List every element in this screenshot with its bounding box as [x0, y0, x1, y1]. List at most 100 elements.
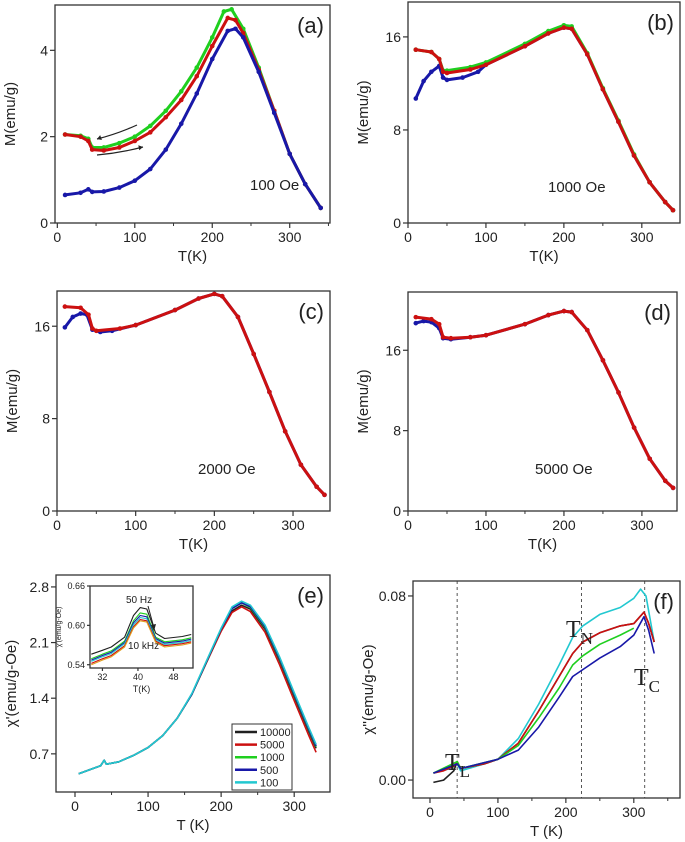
chart-panel-c: 0 100 200 300 0 8 16 T(K) M(emu/g) (c) 2000 Oe: [4, 290, 331, 553]
data-point-green: [209, 35, 215, 40]
data-point-blue: [302, 181, 308, 187]
y-tick-label: 16: [385, 342, 401, 358]
y-axis-label: χ'(emu/g-Oe): [3, 640, 20, 727]
x-tick-label: 200: [209, 798, 233, 814]
data-point-red: [483, 332, 489, 338]
data-point-red: [178, 97, 184, 103]
data-point-blue: [78, 311, 83, 316]
data-point-red: [569, 26, 574, 32]
transition-label: TC: [634, 665, 660, 696]
data-point-red: [522, 43, 528, 49]
data-point-blue: [271, 110, 277, 116]
data-point-green: [132, 134, 138, 139]
data-point-red: [78, 305, 83, 311]
y-axis-label: M(emu/g): [355, 80, 372, 144]
x-axis-label: T(K): [133, 684, 151, 694]
inset-chart: 32 40 48 0.54 0.60 0.66 T(K) χ'(emu/g-Oe) 50 Hz 1…: [56, 581, 194, 694]
transition-symbol: T: [445, 750, 460, 776]
x-tick-label: 200: [552, 229, 576, 245]
x-axis-label: T(K): [529, 248, 558, 265]
data-point-red: [647, 179, 652, 185]
series-line-blue: [414, 26, 675, 212]
y-axis-label: M(emu/g): [4, 369, 21, 433]
data-point-green: [229, 7, 234, 12]
legend-label: 1000: [260, 752, 284, 764]
data-point-blue: [62, 325, 68, 330]
data-point-red: [483, 62, 489, 68]
series-line-green: [415, 23, 675, 212]
series-line-red: [64, 292, 326, 496]
data-point-red: [561, 25, 567, 30]
data-point-red: [561, 308, 567, 314]
transition-symbol: T: [634, 665, 649, 691]
data-point-red: [62, 304, 68, 309]
y-tick-label: 0: [393, 503, 401, 519]
data-point-red: [444, 70, 450, 76]
series-line-black: [433, 611, 655, 784]
x-tick-label: 0: [53, 517, 61, 533]
panel-tag: (d): [644, 300, 671, 325]
transition-label: TL: [445, 750, 470, 781]
plot-frame: [89, 585, 194, 669]
data-point-green: [147, 123, 153, 129]
y-tick-label: 0.7: [30, 746, 50, 762]
data-point-blue: [178, 121, 184, 127]
data-point-red: [436, 321, 442, 327]
series-line-blue: [433, 615, 655, 774]
y-tick-label: 2.8: [30, 579, 50, 595]
y-tick-label: 2: [40, 129, 48, 145]
series-line-green: [433, 627, 635, 774]
data-point-blue: [78, 190, 83, 196]
panel-tag: (b): [647, 10, 674, 35]
series-line-green: [91, 612, 192, 660]
data-point-red: [147, 130, 153, 135]
x-tick-label: 200: [554, 804, 578, 820]
series-line-red: [415, 26, 675, 212]
x-tick-label: 100: [123, 229, 147, 245]
data-point-red: [546, 312, 551, 318]
series-line-cyan: [78, 600, 317, 775]
chart-panel-f: 0 100 200 300 0.00 0.08 T (K) χ''(emu/g-Oe) (f) T…: [360, 580, 681, 840]
data-point-red: [233, 17, 238, 23]
data-point-red: [225, 15, 231, 21]
data-point-blue: [233, 26, 238, 32]
data-point-red: [631, 153, 637, 158]
legend-label: 10000: [260, 727, 291, 739]
plot-frame: [407, 1, 681, 224]
data-point-red: [585, 327, 590, 333]
data-point-blue: [132, 178, 138, 183]
data-point-blue: [440, 75, 446, 80]
data-point-red: [133, 322, 138, 328]
data-point-red: [413, 47, 419, 52]
series-line-orange: [91, 620, 192, 666]
x-tick-label: 40: [133, 672, 143, 682]
data-point-blue: [163, 147, 169, 152]
data-point-red: [616, 390, 621, 395]
plot-frame: [55, 574, 331, 793]
field-label: 1000 Oe: [548, 179, 606, 196]
cooling-arrow-icon-head: [97, 135, 102, 141]
data-point-red: [429, 49, 434, 55]
data-point-red: [569, 309, 575, 315]
data-point-red: [196, 296, 201, 301]
y-tick-label: 0: [393, 215, 401, 231]
data-point-red: [194, 73, 200, 79]
y-axis-label: M(emu/g): [355, 369, 372, 433]
data-point-red: [235, 314, 241, 320]
x-tick-label: 200: [201, 229, 225, 245]
data-point-red: [62, 132, 68, 137]
x-axis-label: T(K): [179, 536, 208, 553]
y-tick-label: 0.00: [379, 772, 406, 788]
data-point-red: [522, 321, 528, 327]
panel-tag: (c): [298, 299, 324, 324]
x-tick-label: 100: [124, 517, 148, 533]
plot-frame: [412, 580, 681, 799]
data-point-red: [436, 56, 442, 62]
y-tick-label: 8: [393, 122, 401, 138]
data-point-red: [662, 199, 668, 205]
series-line-cyan: [433, 588, 655, 774]
inset-annotation: 50 Hz: [126, 595, 152, 606]
series-line-blue: [63, 292, 326, 496]
x-tick-label: 300: [278, 229, 302, 245]
y-tick-label: 1.4: [30, 690, 50, 706]
